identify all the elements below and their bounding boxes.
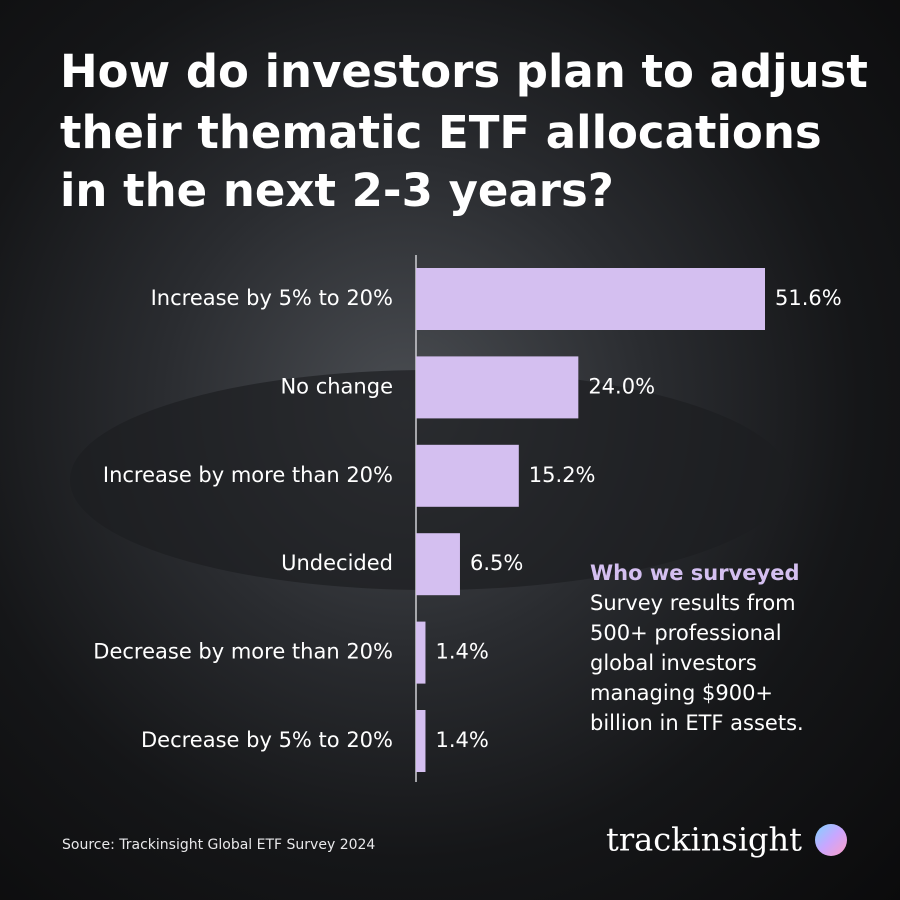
value-label: 6.5% xyxy=(470,551,523,575)
value-label: 15.2% xyxy=(529,463,596,487)
chart-title: in the next 2-3 years? xyxy=(60,164,614,217)
value-label: 51.6% xyxy=(775,286,842,310)
bar xyxy=(416,268,765,330)
source: Source: Trackinsight Global ETF Survey 2… xyxy=(62,837,375,853)
chart-title: How do investors plan to adjust xyxy=(60,45,868,98)
category-label: Increase by more than 20% xyxy=(103,463,393,487)
bar xyxy=(416,444,519,507)
brand-icon xyxy=(815,824,847,856)
annotation-line: Survey results from xyxy=(590,591,796,615)
category-label: Decrease by 5% to 20% xyxy=(141,728,393,752)
category-label: Decrease by more than 20% xyxy=(93,640,393,664)
value-label: 24.0% xyxy=(588,374,655,398)
annotation-line: 500+ professional xyxy=(590,621,782,645)
chart-title: their thematic ETF allocations xyxy=(60,106,822,159)
annotation-line: billion in ETF assets. xyxy=(590,711,804,735)
value-label: 1.4% xyxy=(435,640,488,664)
annotation-line: managing $900+ xyxy=(590,681,773,705)
category-label: Undecided xyxy=(281,551,393,575)
annotation-heading: Who we surveyed xyxy=(590,561,800,585)
bar xyxy=(416,356,579,419)
category-label: No change xyxy=(280,374,393,398)
annotation-line: global investors xyxy=(590,651,757,675)
bar xyxy=(416,710,426,772)
value-label: 1.4% xyxy=(435,728,488,752)
category-label: Increase by 5% to 20% xyxy=(151,286,393,310)
bar xyxy=(416,621,426,684)
bar xyxy=(416,533,460,596)
brand-logo: trackinsight xyxy=(606,821,802,859)
